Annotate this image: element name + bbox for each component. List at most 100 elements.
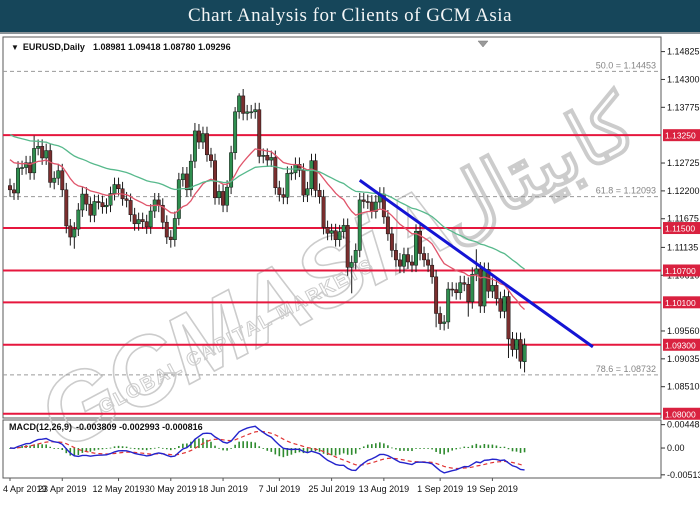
candlestick: [466, 284, 471, 303]
candlestick: [486, 269, 491, 292]
macd-histogram-bar: [467, 446, 470, 449]
candlestick: [273, 157, 278, 188]
macd-histogram-bar: [318, 448, 321, 452]
candlestick: [136, 219, 141, 225]
candlestick: [414, 230, 418, 266]
candlestick: [393, 250, 398, 261]
candlestick: [209, 154, 213, 161]
macd-histogram-bar: [242, 441, 244, 449]
macd-histogram-bar: [37, 443, 39, 449]
candlestick: [160, 204, 165, 223]
candlestick: [196, 130, 201, 143]
candlestick: [24, 162, 29, 168]
candlestick: [12, 189, 16, 194]
macd-histogram-bar: [338, 448, 341, 455]
macd-indicator-label: MACD(12,26,9): [9, 422, 73, 432]
macd-histogram-bar: [165, 448, 168, 450]
macd-histogram-bar: [415, 448, 417, 449]
macd-histogram-bar: [81, 448, 84, 453]
macd-histogram-bar: [230, 448, 232, 449]
candlestick: [446, 288, 451, 323]
macd-histogram-bar: [246, 441, 248, 449]
x-axis-label: 7 Jul 2019: [259, 484, 301, 494]
candlestick: [188, 160, 193, 191]
candlestick: [397, 259, 402, 267]
macd-histogram-bar: [254, 442, 257, 449]
macd-histogram-bar: [33, 444, 35, 449]
candlestick: [337, 231, 342, 240]
macd-histogram-bar: [387, 445, 389, 449]
candlestick: [510, 338, 515, 350]
candlestick: [8, 185, 12, 191]
macd-histogram-bar: [145, 448, 148, 451]
macd-histogram-bar: [362, 446, 365, 449]
candlestick: [68, 225, 73, 238]
y-axis-label: 1.11675: [667, 214, 699, 224]
candlestick: [434, 276, 439, 314]
x-axis-label: 30 May 2019: [145, 484, 197, 494]
macd-histogram-bar: [105, 448, 108, 449]
macd-histogram-bar: [342, 448, 345, 454]
ma-slow-green-line: [9, 134, 525, 270]
candlestick: [225, 186, 230, 206]
candlestick: [72, 228, 77, 238]
macd-main-line: [9, 425, 525, 474]
x-axis-label: 1 Sep 2019: [417, 484, 463, 494]
candlestick: [438, 313, 443, 324]
macd-histogram-bar: [439, 448, 441, 454]
candlestick: [80, 193, 85, 211]
candlestick: [100, 202, 105, 208]
y-axis-label: 1.09560: [667, 326, 700, 336]
candlestick: [192, 130, 197, 162]
macd-histogram-bar: [475, 443, 478, 449]
macd-histogram-bar: [511, 448, 514, 452]
macd-histogram-bar: [93, 448, 96, 451]
macd-histogram-bar: [174, 448, 176, 450]
macd-histogram-bar: [198, 438, 200, 449]
candlestick: [406, 254, 410, 263]
macd-histogram-bar: [499, 446, 502, 449]
candlestick: [402, 254, 406, 267]
price-badge-label: 1.11500: [665, 224, 695, 234]
fib-level-label: 78.6 = 1.08732: [596, 364, 656, 374]
macd-histogram-bar: [294, 448, 297, 454]
candlestick: [205, 133, 209, 156]
macd-histogram-bar: [407, 448, 409, 451]
macd-histogram-bar: [391, 447, 393, 449]
candlestick: [482, 269, 487, 307]
macd-histogram-bar: [113, 446, 116, 449]
macd-histogram-bar: [278, 448, 281, 457]
candlestick: [317, 190, 322, 197]
price-badge-label: 1.09300: [665, 340, 696, 350]
candlestick: [470, 273, 475, 303]
macd-histogram-bar: [463, 446, 466, 449]
fib-level-label: 50.0 = 1.14453: [596, 60, 656, 70]
macd-histogram-bar: [419, 448, 421, 449]
macd-histogram-bar: [302, 448, 305, 454]
macd-histogram-bar: [515, 448, 518, 452]
candlestick: [514, 339, 519, 350]
candlestick: [44, 150, 49, 159]
ma-fast-red-line: [9, 148, 526, 310]
macd-histogram-bar: [403, 448, 405, 451]
macd-histogram-bar: [507, 448, 510, 450]
y-axis-label: 1.12725: [667, 158, 700, 168]
candlestick: [281, 194, 286, 198]
candlestick: [277, 187, 282, 195]
candlestick: [32, 148, 37, 174]
macd-histogram-bar: [379, 442, 381, 449]
macd-histogram-bar: [226, 448, 228, 451]
candlestick: [253, 109, 258, 113]
candlestick: [40, 146, 45, 159]
macd-histogram-bar: [358, 448, 361, 450]
macd-histogram-bar: [350, 448, 353, 455]
candlestick: [430, 264, 435, 278]
macd-histogram-bar: [149, 448, 152, 450]
symbol-dropdown-icon[interactable]: ▼: [11, 43, 19, 52]
candlestick: [309, 160, 314, 190]
chart-shift-marker-icon[interactable]: [477, 40, 489, 48]
candlestick: [426, 259, 431, 266]
candlestick: [221, 191, 226, 206]
price-badge-label: 1.10700: [665, 266, 696, 276]
